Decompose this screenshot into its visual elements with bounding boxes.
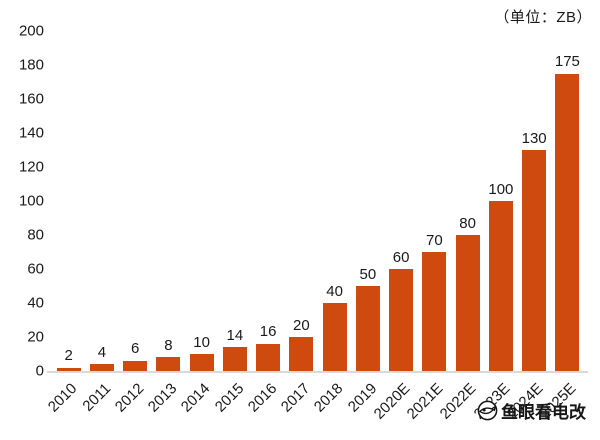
bar-value-label: 50: [359, 265, 377, 283]
x-tick-label: 2017: [277, 380, 314, 416]
bar-slot: 50 2019: [344, 31, 384, 416]
y-tick-label: 140: [18, 124, 44, 142]
bar-value-label: 16: [259, 323, 277, 341]
y-tick-label: 20: [27, 328, 44, 346]
bar-slot: 4 2011: [79, 31, 118, 415]
y-axis: 0 20 40 60 80 100 120 140 160 180 200: [0, 24, 44, 379]
bar-slot: 40 2018: [311, 31, 351, 416]
x-tick-label: 2022E: [436, 380, 480, 423]
bar-slot: 16 2016: [245, 31, 285, 416]
bar: [488, 201, 513, 371]
bar-slot: 2 2010: [45, 31, 85, 416]
bar: [555, 73, 580, 371]
bar: [156, 357, 181, 371]
bar: [522, 150, 547, 371]
bar-slot: 175 2025E: [537, 31, 584, 422]
x-tick-label: 2020E: [370, 380, 414, 423]
bar-value-label: 8: [164, 336, 173, 354]
y-tick-label: 100: [18, 192, 44, 210]
bar-slot: 100 2023E: [470, 31, 517, 423]
y-tick-label: 120: [18, 158, 44, 176]
bar-slot: 6 2012: [112, 31, 152, 416]
x-axis-line: [47, 371, 588, 373]
bar-slot: 14 2015: [211, 31, 251, 415]
x-tick-label: 2021E: [403, 380, 447, 423]
watermark-text: 鱼眼看电改: [501, 403, 586, 422]
x-tick-label: 2013: [144, 380, 181, 416]
bar: [422, 252, 447, 371]
unit-label: （单位：ZB）: [494, 9, 592, 26]
bar: [322, 303, 347, 371]
y-tick-label: 40: [27, 294, 44, 312]
bar-value-label: 100: [488, 180, 514, 198]
fish-logo-icon: [476, 399, 499, 422]
bar-value-label: 60: [392, 248, 410, 266]
bar-value-label: 40: [326, 282, 343, 300]
x-tick-label: 2010: [45, 380, 81, 416]
bar: [389, 269, 414, 371]
x-tick-label: 2011: [79, 380, 114, 415]
bar-value-label: 80: [459, 214, 476, 232]
bar-value-label: 175: [554, 53, 580, 70]
y-tick-label: 200: [18, 22, 44, 40]
bar-slot: 70 2021E: [404, 31, 451, 423]
bar: [189, 354, 214, 371]
bar: [289, 337, 314, 371]
x-tick-label: 2012: [111, 380, 148, 416]
x-tick-label: 2016: [244, 380, 281, 416]
x-tick-label: 2015: [211, 380, 247, 416]
bar-value-label: 20: [293, 316, 310, 334]
bar: [355, 286, 380, 371]
bar-slot: 80 2022E: [437, 31, 484, 423]
bar-slot: 60 2020E: [370, 31, 418, 423]
bar-value-label: 130: [521, 129, 547, 147]
x-tick-label: 2018: [311, 380, 347, 416]
bar: [56, 367, 81, 371]
bar-slot: 10 2014: [178, 31, 218, 416]
y-tick-label: 180: [18, 56, 44, 74]
bar-value-label: 4: [97, 343, 107, 361]
y-tick-label: 0: [35, 362, 44, 380]
bar: [123, 360, 148, 371]
bar: [256, 343, 281, 371]
bar-slot: 130 2024E: [503, 31, 551, 423]
bar: [455, 235, 480, 371]
bar-value-label: 10: [193, 333, 210, 351]
bar-value-label: 14: [226, 326, 244, 344]
bar-value-label: 2: [64, 347, 73, 365]
plot-area: 2 2010 4 2011 6 2012 8 2013 10 2014 14 2015 16 2016 20…: [45, 31, 588, 423]
x-tick-label: 2014: [178, 380, 214, 416]
y-tick-label: 80: [27, 226, 44, 244]
bar-slot: 20 2017: [278, 31, 318, 416]
y-tick-label: 160: [18, 90, 44, 108]
bar-value-label: 6: [130, 340, 140, 358]
bar-slot: 8 2013: [145, 31, 185, 415]
bars: 2 2010 4 2011 6 2012 8 2013 10 2014 14 2015 16 2016 20…: [45, 31, 584, 423]
watermark: 鱼眼看电改: [476, 398, 586, 423]
bar-value-label: 70: [426, 231, 443, 249]
bar: [89, 364, 114, 371]
bar: [222, 347, 247, 371]
y-tick-label: 60: [27, 260, 44, 278]
